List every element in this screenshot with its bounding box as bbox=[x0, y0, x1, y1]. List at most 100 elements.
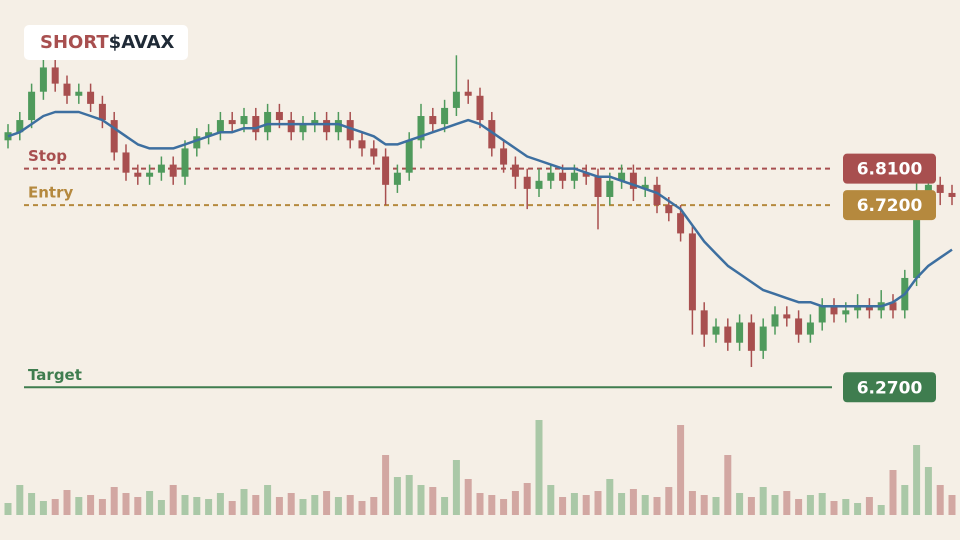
volume-bar bbox=[98, 499, 106, 515]
volume-bar bbox=[169, 485, 177, 515]
volume-bar bbox=[39, 501, 47, 515]
volume-bar bbox=[653, 497, 661, 515]
candle-body bbox=[75, 91, 83, 96]
candle-body bbox=[28, 91, 36, 121]
volume-bar bbox=[370, 497, 378, 515]
candle-body bbox=[771, 314, 779, 327]
candle-body bbox=[712, 326, 720, 335]
candle-body bbox=[913, 192, 921, 278]
volume-bar bbox=[818, 493, 826, 515]
volume-bar bbox=[358, 501, 366, 515]
volume-bar bbox=[865, 497, 873, 515]
candle-body bbox=[511, 164, 519, 177]
candle-body bbox=[441, 107, 449, 125]
candle-body bbox=[795, 318, 803, 335]
volume-bar bbox=[51, 499, 59, 515]
volume-bar bbox=[157, 500, 165, 515]
candle-body bbox=[747, 322, 755, 351]
volume-bar bbox=[110, 487, 118, 515]
volume-bar bbox=[146, 491, 154, 515]
candle-body bbox=[393, 172, 401, 185]
candle-body bbox=[830, 306, 838, 315]
volume-bar bbox=[346, 495, 354, 515]
volume-bar bbox=[724, 455, 732, 515]
candle-body bbox=[806, 322, 814, 335]
candle-body bbox=[618, 172, 626, 181]
level-name: Entry bbox=[28, 184, 73, 202]
candle-body bbox=[570, 172, 578, 181]
volume-bar bbox=[924, 467, 932, 515]
candle-body bbox=[228, 120, 236, 125]
volume-bar bbox=[665, 487, 673, 515]
title-ticker: $AVAX bbox=[109, 32, 175, 53]
level-value-box bbox=[843, 372, 936, 403]
volume-bar bbox=[252, 495, 260, 515]
volume-bar bbox=[535, 420, 543, 515]
volume-bar bbox=[264, 485, 272, 515]
level-value-label: 6.8100 bbox=[857, 160, 923, 180]
volume-bar bbox=[688, 491, 696, 515]
title: SHORT$AVAX bbox=[40, 32, 175, 53]
candle-body bbox=[287, 120, 295, 133]
volume-bar bbox=[570, 493, 578, 515]
candle-body bbox=[157, 164, 165, 173]
volume-bar bbox=[75, 497, 83, 515]
candle-body bbox=[629, 172, 637, 189]
moving-average bbox=[7, 110, 953, 308]
volume-bar bbox=[712, 497, 720, 515]
volume-bar bbox=[452, 460, 460, 515]
volume-bar bbox=[806, 495, 814, 515]
candle-body bbox=[299, 124, 307, 133]
volume-bar bbox=[747, 497, 755, 515]
candle-body bbox=[87, 91, 95, 104]
volume-bar bbox=[193, 497, 201, 515]
candle-body bbox=[334, 120, 342, 133]
volume-bar bbox=[511, 491, 519, 515]
volume-bar bbox=[134, 497, 142, 515]
level-value-label: 6.2700 bbox=[857, 378, 923, 398]
volume-bar bbox=[842, 499, 850, 515]
candle-body bbox=[193, 136, 201, 149]
volume-bar bbox=[948, 495, 956, 515]
candle-body bbox=[146, 172, 154, 177]
candle-body bbox=[783, 314, 791, 319]
volume-bar bbox=[382, 455, 390, 515]
candle-body bbox=[405, 140, 413, 173]
candle-body bbox=[594, 176, 602, 197]
volume-bar bbox=[63, 490, 71, 515]
candle-body bbox=[311, 120, 319, 125]
volume-bar bbox=[618, 493, 626, 515]
volume-bar bbox=[464, 479, 472, 515]
volume-bar bbox=[16, 485, 24, 515]
candle-body bbox=[205, 132, 213, 137]
volume-bar bbox=[334, 497, 342, 515]
volume-bar bbox=[311, 495, 319, 515]
candle-body bbox=[842, 310, 850, 315]
volume-bar bbox=[122, 493, 130, 515]
candle-body bbox=[559, 172, 567, 181]
volume-bar bbox=[759, 487, 767, 515]
volume-bar bbox=[771, 495, 779, 515]
candle-body bbox=[216, 120, 224, 133]
volume-bar bbox=[181, 495, 189, 515]
level-value-box bbox=[843, 190, 936, 221]
candle-body bbox=[382, 156, 390, 185]
candle-body bbox=[464, 91, 472, 96]
level-value-label: 6.7200 bbox=[857, 196, 923, 216]
volume-bar bbox=[889, 470, 897, 515]
volume-bar bbox=[795, 499, 803, 515]
candle-body bbox=[39, 67, 47, 92]
volume-bar bbox=[429, 487, 437, 515]
candle-body bbox=[417, 116, 425, 141]
candle-body bbox=[98, 103, 106, 121]
candle-body bbox=[865, 306, 873, 311]
candle-body bbox=[275, 111, 283, 121]
candle-body bbox=[854, 306, 862, 311]
candle-body bbox=[488, 120, 496, 149]
candle-body bbox=[346, 120, 354, 141]
volume-bar bbox=[417, 485, 425, 515]
candle-body bbox=[688, 233, 696, 311]
volume-bar bbox=[830, 501, 838, 515]
volume-bar bbox=[228, 501, 236, 515]
candle-body bbox=[936, 184, 944, 193]
